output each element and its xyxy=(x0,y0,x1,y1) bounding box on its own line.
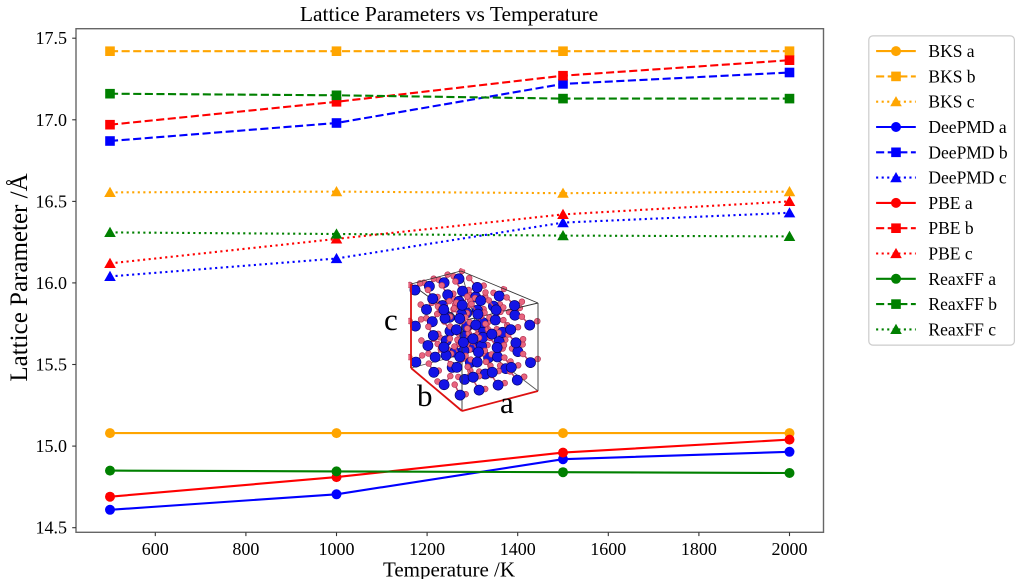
svg-text:1400: 1400 xyxy=(500,539,536,559)
svg-text:1800: 1800 xyxy=(681,539,717,559)
svg-text:c: c xyxy=(384,302,398,337)
svg-text:DeePMD c: DeePMD c xyxy=(928,168,1006,188)
svg-text:800: 800 xyxy=(232,539,259,559)
svg-text:PBE b: PBE b xyxy=(928,218,973,238)
svg-text:BKS b: BKS b xyxy=(928,66,975,86)
svg-text:17.5: 17.5 xyxy=(36,28,68,48)
svg-text:1000: 1000 xyxy=(319,539,355,559)
svg-text:DeePMD b: DeePMD b xyxy=(928,142,1007,162)
svg-text:2000: 2000 xyxy=(772,539,808,559)
svg-text:a: a xyxy=(500,385,514,420)
svg-text:15.5: 15.5 xyxy=(36,355,68,375)
svg-text:Lattice Parameter /Å: Lattice Parameter /Å xyxy=(6,173,33,381)
svg-text:14.5: 14.5 xyxy=(36,518,68,538)
svg-text:ReaxFF c: ReaxFF c xyxy=(928,319,996,339)
svg-text:BKS a: BKS a xyxy=(928,41,974,61)
svg-text:1200: 1200 xyxy=(409,539,445,559)
svg-text:ReaxFF b: ReaxFF b xyxy=(928,294,997,314)
svg-text:600: 600 xyxy=(142,539,169,559)
svg-text:17.0: 17.0 xyxy=(36,110,68,130)
svg-text:ReaxFF a: ReaxFF a xyxy=(928,269,996,289)
svg-text:DeePMD a: DeePMD a xyxy=(928,117,1006,137)
svg-text:PBE c: PBE c xyxy=(928,244,972,264)
svg-text:16.5: 16.5 xyxy=(36,191,68,211)
svg-text:16.0: 16.0 xyxy=(36,273,68,293)
svg-text:BKS c: BKS c xyxy=(928,92,974,112)
svg-text:1600: 1600 xyxy=(590,539,626,559)
svg-text:PBE a: PBE a xyxy=(928,193,972,213)
svg-text:15.0: 15.0 xyxy=(36,436,68,456)
svg-text:Temperature /K: Temperature /K xyxy=(383,558,515,580)
svg-text:b: b xyxy=(417,378,433,413)
svg-text:Lattice Parameters vs Temperat: Lattice Parameters vs Temperature xyxy=(300,2,598,26)
